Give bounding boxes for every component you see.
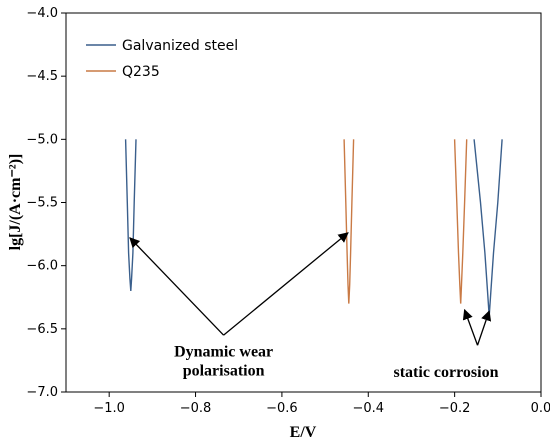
y-tick-label: −4.5 [26, 69, 58, 84]
y-tick-label: −7.0 [26, 385, 58, 400]
y-axis-ticks: −4.0 −4.5 −5.0 −5.5 −6.0 −6.5 −7.0 [26, 6, 66, 400]
x-axis-title: E/V [290, 424, 317, 441]
annotation-arrow [129, 237, 225, 336]
annotation-arrow [476, 310, 492, 346]
annotation-label: Dynamic wear [174, 344, 273, 361]
x-tick-label: −0.6 [266, 401, 298, 416]
x-tick-label: −0.8 [180, 401, 212, 416]
annotation-label: static corrosion [393, 364, 498, 381]
series-curve [473, 139, 503, 317]
legend-label: Q235 [122, 64, 160, 80]
y-tick-label: −6.5 [26, 322, 58, 337]
series-curve [343, 139, 355, 304]
x-axis-ticks: −1.0 −0.8 −0.6 −0.4 −0.2 0.0 [93, 392, 550, 416]
x-tick-label: 0.0 [531, 401, 550, 416]
series-curve [453, 139, 468, 304]
annotation-layer: Dynamic wear polarisation static corrosion [129, 232, 499, 381]
y-tick-label: −4.0 [26, 6, 58, 21]
x-tick-label: −0.4 [352, 401, 384, 416]
annotation-label: polarisation [183, 363, 265, 380]
series-curve [124, 139, 137, 291]
y-tick-label: −5.5 [26, 196, 58, 211]
x-tick-label: −1.0 [93, 401, 125, 416]
annotation-arrow [462, 308, 479, 346]
series-layer [124, 139, 503, 317]
annotation-arrow [223, 232, 349, 336]
x-tick-label: −0.2 [439, 401, 471, 416]
y-axis-title: lg[J/(A·cm⁻²)] [7, 154, 24, 251]
y-tick-label: −5.0 [26, 132, 58, 147]
y-tick-label: −6.0 [26, 259, 58, 274]
legend: Galvanized steel Q235 [86, 38, 238, 80]
legend-label: Galvanized steel [122, 38, 238, 54]
